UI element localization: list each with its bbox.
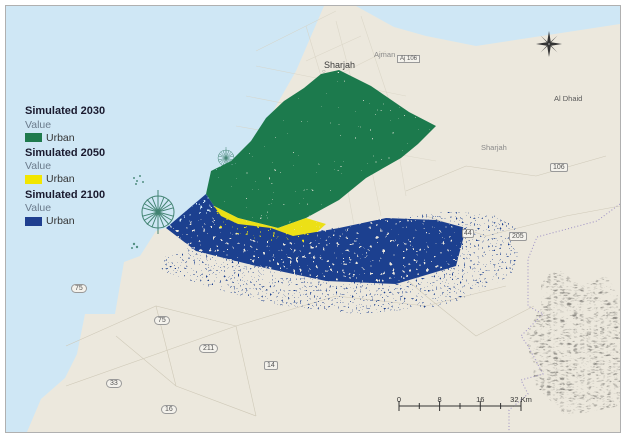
svg-text:16: 16	[476, 395, 484, 404]
svg-text:32 Km: 32 Km	[510, 395, 532, 404]
svg-text:0: 0	[397, 395, 401, 404]
svg-text:8: 8	[438, 395, 442, 404]
